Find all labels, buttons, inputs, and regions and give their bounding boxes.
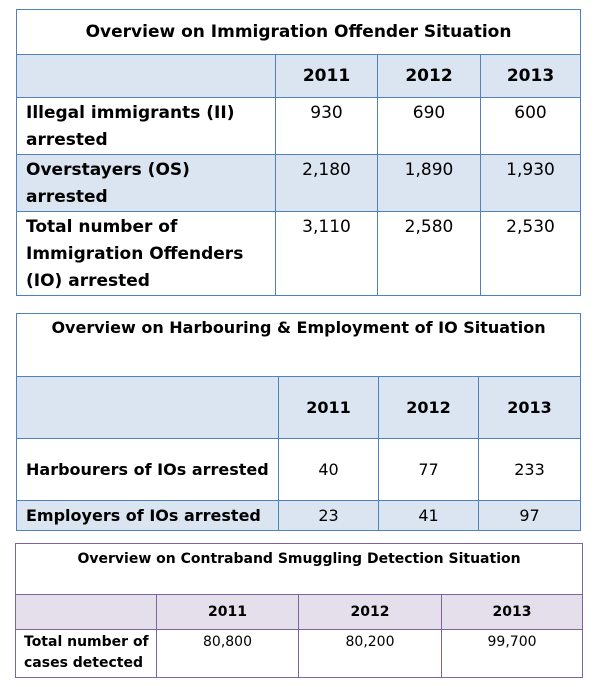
row-label-harbourers: Harbourers of IOs arrested: [16, 438, 279, 501]
year-header-2012: 2012: [377, 54, 481, 98]
value-cell: 1,890: [377, 154, 481, 212]
value-cell: 80,200: [298, 629, 442, 678]
year-header-2011: 2011: [275, 54, 378, 98]
table-row: Total number of Immigration Offenders (I…: [16, 211, 582, 296]
value-cell: 930: [275, 97, 378, 155]
table-row: Employers of IOs arrested 23 41 97: [16, 500, 582, 531]
value-cell: 23: [278, 500, 379, 531]
value-cell: 690: [377, 97, 481, 155]
row-label-total-io: Total number of Immigration Offenders (I…: [16, 211, 276, 296]
year-header-2013: 2013: [477, 376, 582, 439]
label-line: cases detected: [24, 655, 143, 671]
value-cell: 80,800: [156, 629, 299, 678]
label-line: Illegal immigrants (II): [26, 103, 235, 123]
year-header-2012: 2012: [378, 376, 479, 439]
table-row: Overstayers (OS) arrested 2,180 1,890 1,…: [16, 154, 582, 212]
year-header-2012: 2012: [298, 594, 442, 630]
year-header-2013: 2013: [479, 54, 582, 98]
harbouring-table-title: Overview on Harbouring & Employment of I…: [15, 313, 582, 377]
immigration-table-title: Overview on Immigration Offender Situati…: [15, 9, 582, 55]
contraband-table-title: Overview on Contraband Smuggling Detecti…: [14, 543, 584, 595]
row-label-illegal-immigrants: Illegal immigrants (II) arrested: [16, 97, 276, 155]
table-row: Total number of cases detected 80,800 80…: [15, 629, 584, 678]
row-label-employers: Employers of IOs arrested: [16, 500, 279, 531]
value-cell: 2,580: [377, 211, 481, 296]
contraband-smuggling-table: Overview on Contraband Smuggling Detecti…: [14, 543, 584, 678]
value-cell: 233: [477, 438, 582, 501]
label-line: Overstayers (OS): [26, 160, 190, 180]
label-line: arrested: [26, 130, 108, 150]
value-cell: 1,930: [479, 154, 582, 212]
label-line: Immigration Offenders: [26, 244, 244, 264]
label-line: Total number of: [24, 634, 149, 650]
table-row: Harbourers of IOs arrested 40 77 233: [16, 438, 582, 501]
year-header-2011: 2011: [278, 376, 379, 439]
harbouring-employment-table: Overview on Harbouring & Employment of I…: [15, 313, 582, 531]
value-cell: 41: [378, 500, 479, 531]
header-blank-cell: [16, 54, 276, 98]
row-label-overstayers: Overstayers (OS) arrested: [16, 154, 276, 212]
table-row: Illegal immigrants (II) arrested 930 690…: [16, 97, 582, 155]
year-header-2011: 2011: [156, 594, 299, 630]
row-label-cases-detected: Total number of cases detected: [15, 629, 157, 678]
value-cell: 600: [479, 97, 582, 155]
header-blank-cell: [15, 594, 157, 630]
label-line: Total number of: [26, 217, 178, 237]
value-cell: 2,530: [479, 211, 582, 296]
label-line: arrested: [26, 187, 108, 207]
value-cell: 77: [378, 438, 479, 501]
immigration-offender-table: Overview on Immigration Offender Situati…: [15, 9, 582, 296]
year-header-2013: 2013: [440, 594, 584, 630]
value-cell: 40: [278, 438, 379, 501]
value-cell: 2,180: [275, 154, 378, 212]
value-cell: 97: [477, 500, 582, 531]
header-blank-cell: [16, 376, 279, 439]
value-cell: 99,700: [440, 629, 584, 678]
label-line: (IO) arrested: [26, 271, 150, 291]
value-cell: 3,110: [275, 211, 378, 296]
